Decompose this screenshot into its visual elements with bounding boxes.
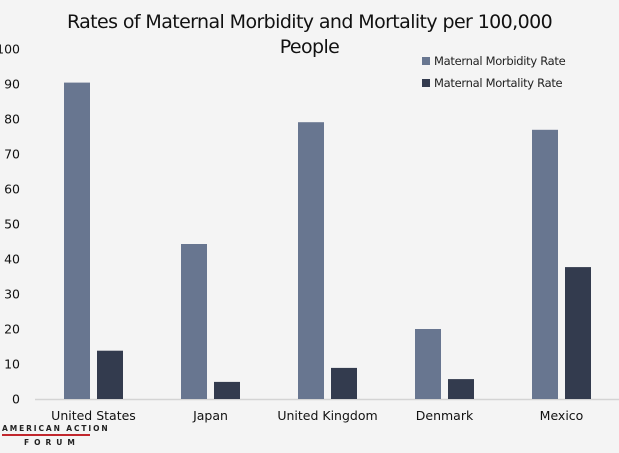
legend-item-morbidity: Maternal Morbidity Rate (422, 54, 566, 68)
logo-text-line2: FORUM (24, 438, 80, 447)
legend-item-mortality: Maternal Mortality Rate (422, 76, 563, 90)
legend-label-morbidity: Maternal Morbidity Rate (434, 54, 566, 68)
chart-title-line2: People (279, 36, 340, 58)
x-tick-label: Mexico (540, 408, 584, 423)
y-tick-label: 50 (4, 217, 20, 232)
bar-mortality-denmark (448, 379, 474, 399)
bar-mortality-united-states (97, 350, 123, 399)
bar-morbidity-united-kingdom (298, 122, 324, 399)
y-tick-label: 20 (4, 322, 20, 337)
bar-morbidity-japan (181, 244, 207, 399)
y-axis: 0 10 20 30 40 50 60 70 80 90 100 (0, 42, 20, 407)
y-tick-label: 100 (0, 42, 20, 57)
american-action-forum-logo: AMERICAN ACTION FORUM (2, 424, 110, 447)
bar-morbidity-mexico (532, 129, 558, 400)
bar-mortality-japan (214, 381, 240, 399)
bars (64, 82, 591, 400)
y-tick-label: 10 (4, 357, 20, 372)
y-tick-label: 40 (4, 252, 20, 267)
x-tick-label: Denmark (416, 408, 474, 423)
y-tick-label: 30 (4, 287, 20, 302)
legend-swatch-mortality (422, 79, 430, 87)
bar-mortality-united-kingdom (331, 367, 357, 399)
bar-morbidity-denmark (415, 329, 441, 399)
chart-title-line1: Rates of Maternal Morbidity and Mortalit… (66, 11, 553, 33)
y-tick-label: 0 (12, 392, 20, 407)
y-tick-label: 60 (4, 182, 20, 197)
x-tick-label: United States (51, 408, 136, 423)
bar-morbidity-united-states (64, 82, 90, 399)
x-axis: United States Japan United Kingdom Denmark M… (51, 408, 583, 423)
legend-swatch-morbidity (422, 57, 430, 65)
legend-label-mortality: Maternal Mortality Rate (434, 76, 563, 90)
logo-text-line1: AMERICAN ACTION (2, 424, 110, 433)
y-tick-label: 70 (4, 147, 20, 162)
y-tick-label: 80 (4, 112, 20, 127)
x-tick-label: United Kingdom (277, 408, 377, 423)
x-tick-label: Japan (192, 408, 228, 423)
y-tick-label: 90 (4, 77, 20, 92)
bar-mortality-mexico (565, 267, 591, 399)
logo-underline (2, 434, 90, 436)
